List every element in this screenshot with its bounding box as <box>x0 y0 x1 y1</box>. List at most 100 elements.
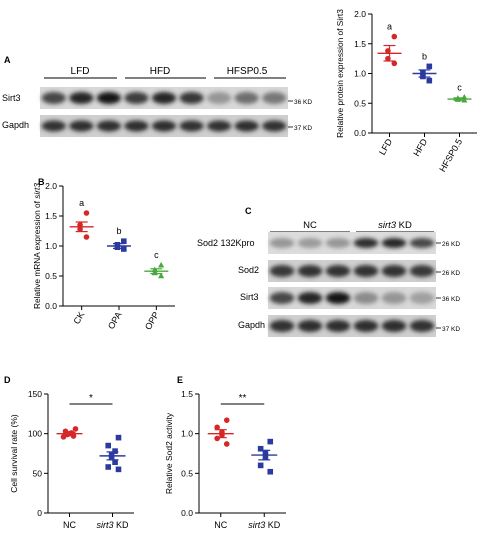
data-point <box>158 272 165 279</box>
blot-band <box>269 292 295 304</box>
blot-band <box>96 92 122 104</box>
blot-band <box>381 265 407 277</box>
data-point <box>391 33 398 40</box>
blot-band <box>151 92 177 104</box>
data-point <box>420 69 426 76</box>
data-point <box>385 48 391 54</box>
data-point <box>115 434 122 441</box>
bands-sirt3-a <box>41 92 287 104</box>
blot-band <box>269 238 295 248</box>
blot-band <box>124 92 149 104</box>
x-tick-label: HFSP0.5 <box>437 137 464 174</box>
panel-b-letter: B <box>38 177 45 187</box>
data-point <box>114 244 121 250</box>
significance-marker: ** <box>239 393 247 404</box>
blot-band <box>41 120 66 132</box>
marker-37kd-a: 37 KD <box>294 125 312 132</box>
y-tick-label: 0.0 <box>354 128 366 138</box>
bands-gapdh-c <box>269 320 435 332</box>
blot-band <box>353 292 379 304</box>
data-point <box>151 266 158 273</box>
y-tick-label: 0.0 <box>45 301 57 311</box>
y-tick-label: 0.5 <box>45 271 57 281</box>
panel-e-letter: E <box>177 375 183 385</box>
x-tick-label: OPP <box>143 310 161 331</box>
data-point <box>461 96 468 103</box>
significance-letter: a <box>387 22 392 32</box>
data-point <box>72 426 79 432</box>
blot-strip-sod2-132kpro <box>268 232 436 254</box>
significance-marker: * <box>89 393 93 404</box>
chart-a-protein-sirt3: 0.0 0.5 1.0 1.5 2.0 Relative protein expressi… <box>335 9 477 174</box>
data-point <box>115 466 122 473</box>
blot-band <box>381 238 407 248</box>
x-tick-label: NC <box>63 520 76 530</box>
x-tick-label: OPA <box>106 310 124 331</box>
bands-gapdh-a <box>41 120 287 132</box>
x-tick-label: LFD <box>377 137 394 157</box>
row-label-sirt3-c: Sirt3 <box>240 292 259 302</box>
data-point <box>262 449 269 456</box>
y-tick-label: 1.0 <box>181 429 193 439</box>
row-label-sod2: Sod2 <box>238 265 259 275</box>
data-point <box>214 435 220 442</box>
data-point <box>112 459 118 466</box>
blot-band <box>325 238 351 248</box>
blot-band <box>353 320 379 332</box>
y-tick-label: 1.5 <box>354 39 366 49</box>
data-point <box>77 222 83 228</box>
group-label-hfsp: HFSP0.5 <box>227 66 268 77</box>
y-axis-label: Relative mRNA expression of sirt3 <box>32 183 42 309</box>
data-point <box>267 468 274 475</box>
y-tick-label: 2.0 <box>354 9 366 19</box>
blot-band <box>206 92 232 104</box>
blot-band <box>409 238 435 248</box>
blot-band <box>96 120 122 132</box>
panel-a-letter: A <box>4 55 11 65</box>
marker-26kd-c0: 26 KD <box>442 241 460 248</box>
y-tick-label: 50 <box>33 468 43 478</box>
blot-band <box>381 292 407 304</box>
data-point <box>112 448 118 454</box>
blot-band <box>124 120 149 132</box>
blot-band <box>262 120 287 132</box>
data-point <box>267 438 274 445</box>
y-axis-label: Relative Sod2 activity <box>164 412 174 494</box>
y-tick-label: 1.5 <box>181 389 193 399</box>
y-tick-label: 150 <box>28 389 42 399</box>
data-point <box>83 234 90 240</box>
y-tick-label: 0.5 <box>181 468 193 478</box>
x-tick-label: HFD <box>411 137 429 158</box>
x-tick-label: sirt3 KD <box>96 520 129 530</box>
significance-letter: b <box>422 51 427 61</box>
data-point <box>461 93 468 100</box>
y-tick-label: 1.0 <box>354 69 366 79</box>
x-tick-label-suffix: KD <box>265 520 281 530</box>
row-label-sod2-132kpro: Sod2 132Kpro <box>197 238 255 248</box>
data-point <box>105 464 112 470</box>
blot-band <box>409 265 435 277</box>
group-label-kd-c: sirt3 KD <box>378 220 412 231</box>
gene-italic-c: sirt3 <box>378 220 397 231</box>
y-tick-label: 100 <box>28 429 42 439</box>
data-point <box>257 462 264 469</box>
data-point <box>262 454 269 461</box>
data-point <box>426 63 433 70</box>
data-point <box>214 424 220 431</box>
blot-band <box>297 292 323 304</box>
blot-band <box>325 320 351 332</box>
x-tick-label-gene: sirt3 <box>96 520 113 530</box>
marker-36kd-a: 36 KD <box>294 99 312 106</box>
blot-band <box>297 320 323 332</box>
blot-band <box>353 265 379 277</box>
group-label-nc-c: NC <box>303 220 317 231</box>
data-point <box>426 77 433 84</box>
blot-band <box>325 265 351 277</box>
blot-band <box>69 92 94 104</box>
chart-e-sod2-activity: 0.0 0.5 1.0 1.5 Relative Sod2 activity NC sirt… <box>164 389 286 530</box>
x-tick-label: CK <box>71 310 86 326</box>
data-point <box>454 96 461 102</box>
data-point <box>108 451 115 458</box>
panel-c-blot-header: NC sirt3 KD <box>270 220 434 233</box>
